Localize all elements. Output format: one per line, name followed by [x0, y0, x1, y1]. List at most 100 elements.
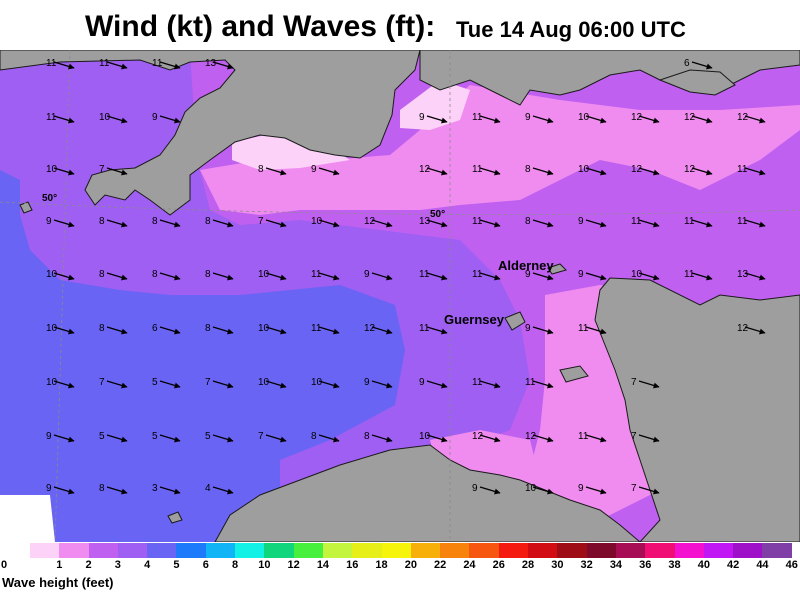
- wind-arrow: 12: [737, 323, 766, 335]
- wind-arrow: 10: [258, 377, 287, 389]
- wind-speed-label: 9: [525, 269, 531, 280]
- wind-speed-label: 5: [152, 431, 158, 442]
- wind-arrow: 12: [525, 431, 554, 443]
- wind-speed-label: 7: [99, 164, 105, 175]
- legend-swatch: [176, 543, 206, 558]
- wind-arrow: 13: [205, 58, 234, 70]
- wind-speed-label: 12: [525, 431, 537, 442]
- wind-speed-label: 9: [578, 216, 584, 227]
- legend-swatch: [498, 543, 529, 558]
- wind-arrow: 7: [631, 431, 660, 443]
- wind-arrow: 9: [578, 269, 607, 281]
- wind-speed-label: 10: [631, 269, 643, 280]
- wind-arrow: 8: [258, 164, 287, 176]
- legend-tick-label: 46: [785, 559, 798, 571]
- wind-speed-label: 7: [631, 431, 637, 442]
- wind-arrow: 12: [472, 431, 501, 443]
- wind-speed-label: 11: [472, 269, 483, 280]
- wind-speed-label: 3: [152, 483, 158, 494]
- wind-arrow: 9: [46, 483, 75, 495]
- legend-tick-label: 6: [202, 559, 209, 571]
- wind-arrow: 11: [578, 431, 607, 443]
- wind-speed-label: 12: [364, 323, 376, 334]
- wind-arrow: 10: [46, 269, 75, 281]
- wind-arrow: 11: [311, 323, 340, 335]
- wind-arrow: 7: [99, 164, 128, 176]
- wind-arrow: 11: [46, 58, 75, 70]
- wind-speed-label: 10: [99, 112, 111, 123]
- wind-speed-label: 11: [472, 112, 483, 123]
- legend-swatch: [557, 543, 587, 558]
- legend-swatch: [322, 543, 353, 558]
- wind-speed-label: 8: [99, 269, 105, 280]
- legend-color-bar: [30, 543, 792, 558]
- wind-arrow: 9: [472, 483, 501, 495]
- wind-arrow: 12: [684, 164, 713, 176]
- wind-arrow: 11: [472, 269, 501, 281]
- wind-arrow: 11: [311, 269, 340, 281]
- wind-arrow: 8: [152, 269, 181, 281]
- legend-tick-label: 10: [258, 559, 271, 571]
- wind-speed-label: 11: [525, 377, 536, 388]
- wind-speed-label: 11: [472, 164, 483, 175]
- wind-arrow: 8: [99, 216, 128, 228]
- wind-speed-label: 12: [472, 431, 484, 442]
- wind-speed-label: 11: [419, 323, 430, 334]
- wind-arrow: 5: [152, 431, 181, 443]
- wind-arrow: 8: [99, 483, 128, 495]
- wind-speed-label: 7: [631, 483, 637, 494]
- wind-speed-label: 10: [419, 431, 431, 442]
- legend-swatch: [352, 543, 382, 558]
- wind-arrow: 7: [258, 216, 287, 228]
- wind-arrow: 11: [46, 112, 75, 124]
- wind-speed-label: 8: [99, 216, 105, 227]
- wind-arrow: 11: [631, 216, 660, 228]
- wind-speed-label: 8: [205, 216, 211, 227]
- parallel-line: [0, 201, 800, 215]
- wind-speed-label: 10: [578, 164, 590, 175]
- wind-speed-label: 9: [578, 483, 584, 494]
- wind-arrow: 10: [419, 431, 448, 443]
- wind-arrow: 11: [578, 323, 607, 335]
- wind-arrow: 9: [311, 164, 340, 176]
- wind-arrow: 12: [631, 164, 660, 176]
- wind-arrow: 10: [311, 377, 340, 389]
- wind-arrow: 12: [737, 112, 766, 124]
- wind-speed-label: 8: [205, 323, 211, 334]
- wind-arrow: 8: [525, 216, 554, 228]
- wind-speed-label: 7: [631, 377, 637, 388]
- wind-arrow: 11: [684, 216, 713, 228]
- legend-swatch: [528, 543, 558, 558]
- wind-speed-label: 9: [525, 323, 531, 334]
- land-normandy: [594, 277, 800, 542]
- wind-speed-label: 10: [258, 269, 270, 280]
- wind-speed-label: 12: [737, 112, 749, 123]
- wind-speed-label: 7: [258, 216, 264, 227]
- wind-arrow: 11: [684, 269, 713, 281]
- legend-tick-label: 30: [551, 559, 564, 571]
- wind-arrow: 12: [684, 112, 713, 124]
- wind-arrow: 8: [205, 216, 234, 228]
- wind-speed-label: 9: [46, 483, 52, 494]
- wind-speed-label: 9: [311, 164, 317, 175]
- wind-speed-label: 10: [311, 216, 323, 227]
- legend-tick-label: 22: [434, 559, 447, 571]
- wind-speed-label: 12: [684, 112, 696, 123]
- wind-arrow: 11: [472, 377, 501, 389]
- wind-arrow: 11: [419, 269, 448, 281]
- legend-swatch: [762, 543, 792, 558]
- legend-swatch: [205, 543, 236, 558]
- legend-tick-label: 12: [287, 559, 300, 571]
- title-bar: Wind (kt) and Waves (ft): Tue 14 Aug 06:…: [0, 0, 800, 50]
- wind-arrow: 10: [578, 112, 607, 124]
- wind-arrow: 9: [364, 377, 393, 389]
- latitude-label: 50°: [42, 193, 57, 204]
- wind-arrow: 10: [46, 377, 75, 389]
- wind-speed-label: 11: [311, 269, 322, 280]
- wind-arrow: 8: [99, 269, 128, 281]
- wind-arrow: 6: [684, 58, 713, 70]
- place-label-alderney: Alderney: [498, 258, 554, 273]
- wind-arrow: 9: [578, 216, 607, 228]
- wind-arrow: 9: [364, 269, 393, 281]
